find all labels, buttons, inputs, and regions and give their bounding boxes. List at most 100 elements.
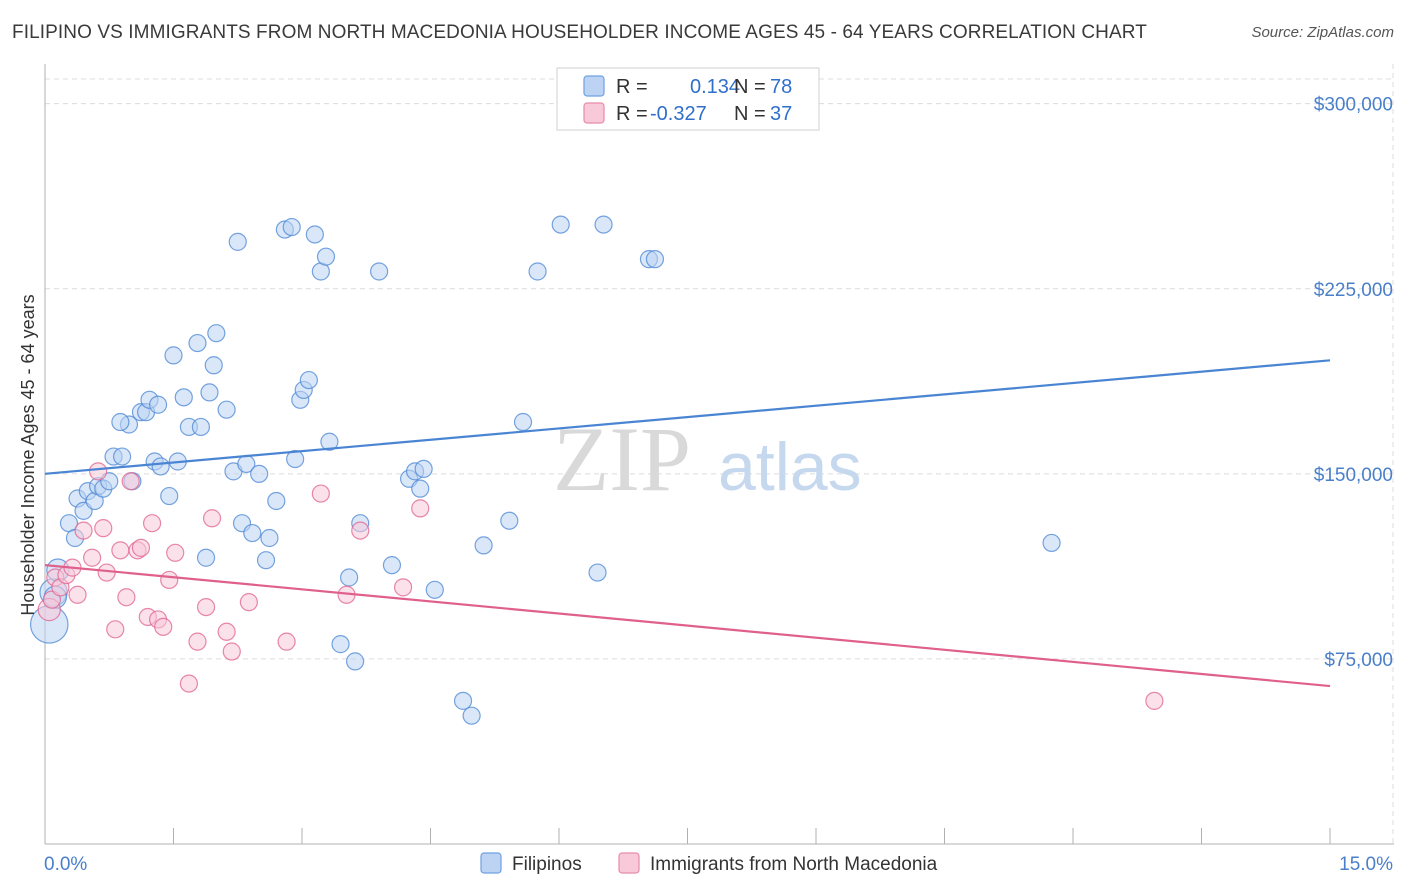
point-filipinos xyxy=(196,548,216,567)
series-legend: Filipinos Immigrants from North Macedoni… xyxy=(480,852,938,875)
series-legend-swatch-macedonia xyxy=(618,852,640,874)
point-filipinos xyxy=(282,217,301,237)
point-macedonia xyxy=(131,538,151,557)
point-filipinos xyxy=(645,250,665,269)
point-filipinos xyxy=(228,232,247,251)
point-filipinos xyxy=(320,432,339,451)
point-macedonia xyxy=(106,620,125,639)
series-legend-label-macedonia: Immigrants from North Macedonia xyxy=(650,854,938,875)
legend-swatch-macedonia xyxy=(583,102,605,124)
point-filipinos xyxy=(346,652,365,671)
point-filipinos xyxy=(513,412,533,432)
point-filipinos xyxy=(340,568,359,587)
point-filipinos xyxy=(111,412,130,432)
chart-title: FILIPINO VS IMMIGRANTS FROM NORTH MACEDO… xyxy=(12,22,1147,43)
y-tick-label: $225,000 xyxy=(1314,280,1393,301)
point-filipinos xyxy=(160,486,179,506)
point-filipinos xyxy=(331,635,350,654)
point-filipinos xyxy=(250,464,269,483)
point-filipinos xyxy=(286,449,305,469)
trend-layer xyxy=(44,359,1331,688)
point-filipinos xyxy=(267,491,286,511)
point-filipinos xyxy=(148,395,168,414)
point-macedonia xyxy=(1145,691,1164,710)
point-macedonia xyxy=(222,642,241,661)
legend-n-value-filipinos: 78 xyxy=(770,76,792,98)
point-macedonia xyxy=(89,462,108,481)
trend-line-filipinos xyxy=(44,359,1331,475)
point-macedonia xyxy=(160,570,179,590)
point-filipinos xyxy=(243,523,262,543)
point-filipinos xyxy=(588,563,607,582)
point-macedonia xyxy=(166,543,185,562)
trend-line-macedonia xyxy=(44,564,1331,688)
point-macedonia xyxy=(68,585,87,604)
point-macedonia xyxy=(188,632,207,651)
point-filipinos xyxy=(551,215,570,234)
point-filipinos xyxy=(260,528,279,548)
point-filipinos xyxy=(425,580,444,599)
point-filipinos xyxy=(256,551,276,570)
point-filipinos xyxy=(453,691,473,710)
point-macedonia xyxy=(179,674,199,693)
point-macedonia xyxy=(142,514,162,533)
source-label: Source: ZipAtlas.com xyxy=(1251,24,1394,41)
point-macedonia xyxy=(154,617,173,636)
point-macedonia xyxy=(83,548,102,567)
point-filipinos xyxy=(594,215,613,234)
y-tick-label: $300,000 xyxy=(1314,95,1393,116)
point-macedonia xyxy=(121,472,140,491)
point-macedonia xyxy=(217,622,236,641)
point-macedonia xyxy=(94,519,113,538)
point-filipinos xyxy=(382,556,402,575)
point-filipinos xyxy=(188,333,207,353)
correlation-legend: R = 0.134 N = 78 R = -0.327 N = 37 xyxy=(556,67,820,131)
point-filipinos xyxy=(528,262,547,281)
point-filipinos xyxy=(207,324,226,343)
legend-r-label-filipinos: R = xyxy=(616,76,648,98)
point-macedonia xyxy=(393,578,413,597)
point-filipinos xyxy=(299,370,318,390)
legend-r-value-filipinos: 0.134 xyxy=(690,76,740,98)
point-filipinos xyxy=(112,447,132,466)
watermark-atlas: atlas xyxy=(718,429,862,505)
point-filipinos xyxy=(1042,533,1061,553)
point-macedonia xyxy=(74,521,93,540)
grid-layer xyxy=(45,64,1394,844)
legend-r-label-macedonia: R = xyxy=(616,103,648,125)
point-filipinos xyxy=(500,511,519,530)
point-macedonia xyxy=(117,588,136,607)
point-filipinos xyxy=(204,356,223,375)
point-filipinos xyxy=(411,479,430,498)
x-tick-label-max: 15.0% xyxy=(1339,854,1393,875)
point-macedonia xyxy=(277,632,296,651)
point-macedonia xyxy=(202,509,222,528)
point-macedonia xyxy=(411,499,430,518)
point-filipinos xyxy=(217,400,236,419)
point-filipinos xyxy=(174,388,193,407)
point-macedonia xyxy=(351,521,370,540)
point-filipinos xyxy=(164,346,183,365)
point-filipinos xyxy=(474,536,493,555)
point-macedonia xyxy=(196,597,216,617)
legend-swatch-filipinos xyxy=(583,75,605,97)
point-macedonia xyxy=(111,541,130,560)
legend-n-value-macedonia: 37 xyxy=(770,103,792,125)
point-filipinos xyxy=(316,247,336,266)
watermark: ZIP atlas xyxy=(553,408,862,510)
legend-n-label-macedonia: N = xyxy=(734,103,766,125)
y-tick-label: $150,000 xyxy=(1314,465,1393,486)
watermark-zip: ZIP xyxy=(553,408,691,510)
point-macedonia xyxy=(42,590,61,609)
legend-n-label-filipinos: N = xyxy=(734,76,766,98)
point-macedonia xyxy=(239,593,258,612)
point-filipinos xyxy=(414,459,433,479)
axes-layer xyxy=(44,64,1394,845)
x-tick-label-min: 0.0% xyxy=(44,854,87,875)
point-filipinos xyxy=(151,457,170,476)
point-filipinos xyxy=(191,417,211,437)
y-axis-label: Householder Income Ages 45 - 64 years xyxy=(18,294,38,615)
point-filipinos xyxy=(462,706,481,725)
point-filipinos xyxy=(370,262,389,281)
